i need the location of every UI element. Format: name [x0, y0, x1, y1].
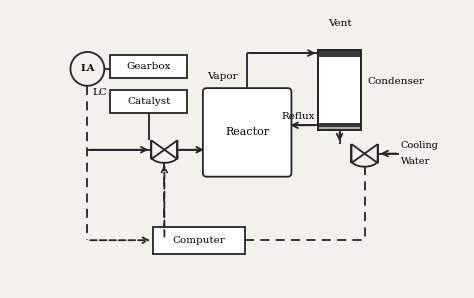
Text: Gearbox: Gearbox	[127, 62, 171, 71]
Bar	[319, 50, 361, 131]
Text: Vent: Vent	[328, 19, 351, 28]
Text: Reflux: Reflux	[281, 112, 315, 121]
Text: Vapor: Vapor	[207, 72, 238, 81]
Text: Catalyst: Catalyst	[128, 97, 171, 106]
Bar	[319, 50, 361, 131]
Bar	[110, 55, 188, 78]
Text: LA: LA	[80, 64, 95, 73]
Text: Cooling: Cooling	[401, 142, 438, 150]
Text: Condenser: Condenser	[367, 77, 424, 86]
Bar	[153, 227, 245, 254]
Bar	[319, 123, 361, 127]
Text: Reactor: Reactor	[225, 128, 269, 137]
Text: Computer: Computer	[173, 236, 226, 245]
Text: LC: LC	[93, 88, 108, 97]
Bar	[319, 127, 361, 131]
Bar	[110, 90, 188, 113]
Bar	[319, 50, 361, 57]
FancyBboxPatch shape	[203, 88, 292, 177]
Text: Water: Water	[401, 157, 430, 166]
